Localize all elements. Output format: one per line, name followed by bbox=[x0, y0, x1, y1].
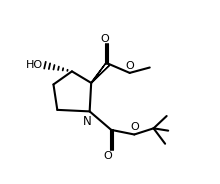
Text: O: O bbox=[125, 61, 134, 71]
Text: O: O bbox=[100, 34, 109, 44]
Text: O: O bbox=[104, 151, 112, 161]
Polygon shape bbox=[91, 62, 110, 83]
Text: N: N bbox=[83, 115, 92, 128]
Text: O: O bbox=[130, 122, 139, 132]
Text: HO: HO bbox=[26, 60, 43, 70]
